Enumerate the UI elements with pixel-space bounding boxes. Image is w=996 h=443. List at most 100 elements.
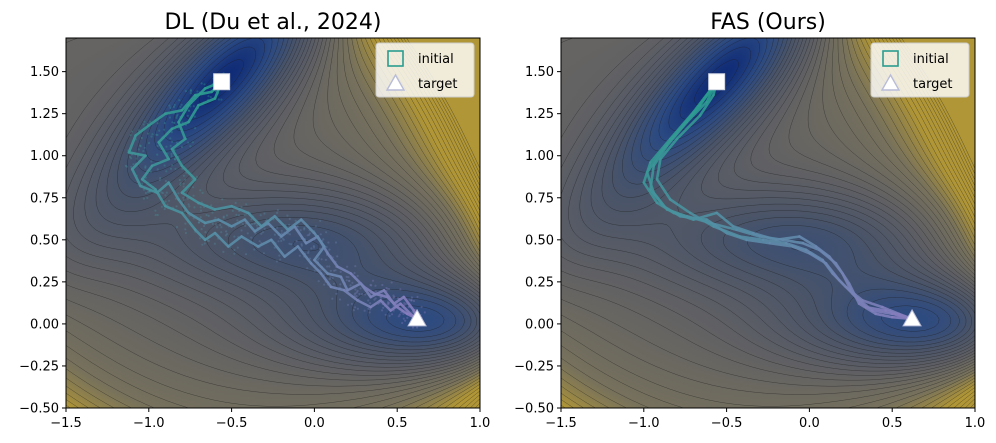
trajectory-segment bbox=[130, 154, 147, 171]
plot-area bbox=[561, 38, 975, 408]
trajectory-segment bbox=[127, 151, 147, 157]
sample-point bbox=[197, 221, 201, 224]
trajectory-segment bbox=[180, 211, 197, 231]
sample-point bbox=[275, 260, 278, 263]
trajectory-segment bbox=[745, 238, 772, 245]
trajectory-segment bbox=[304, 235, 320, 245]
sample-point bbox=[354, 288, 357, 291]
trajectory-segment bbox=[140, 164, 154, 181]
sample-point bbox=[143, 146, 146, 149]
trajectory-segment bbox=[256, 238, 273, 248]
sample-point bbox=[329, 269, 332, 272]
trajectory-segment bbox=[668, 110, 695, 141]
sample-point bbox=[296, 225, 299, 228]
y-tick-label: 0.25 bbox=[525, 275, 554, 290]
trajectory-segment bbox=[309, 262, 323, 275]
sample-point bbox=[199, 103, 203, 106]
sample-point bbox=[381, 309, 384, 312]
sample-point bbox=[261, 231, 264, 234]
trajectory-segment bbox=[342, 288, 359, 302]
trajectory-segment bbox=[389, 302, 402, 312]
sample-point bbox=[240, 229, 243, 232]
sample-point bbox=[216, 226, 219, 229]
sample-point bbox=[388, 287, 391, 291]
sample-point bbox=[184, 90, 187, 93]
sample-point bbox=[351, 296, 354, 299]
sample-point bbox=[180, 103, 183, 106]
sample-point bbox=[384, 313, 387, 316]
sample-point bbox=[416, 295, 419, 299]
sample-point bbox=[151, 133, 154, 136]
sample-point bbox=[132, 163, 135, 166]
sample-point bbox=[368, 311, 371, 314]
sample-point bbox=[210, 204, 213, 207]
sample-point bbox=[383, 304, 387, 307]
legend-initial-swatch bbox=[882, 50, 899, 67]
sample-point bbox=[222, 250, 225, 253]
sample-point bbox=[245, 203, 248, 206]
y-tick-label: 0.00 bbox=[30, 317, 59, 332]
sample-point bbox=[263, 227, 266, 230]
trajectory-segment bbox=[379, 299, 392, 312]
sample-point bbox=[164, 179, 167, 183]
trajectory-segment bbox=[127, 134, 137, 154]
sample-point bbox=[303, 238, 306, 241]
trajectory-segment bbox=[359, 282, 373, 299]
trajectory-segment bbox=[665, 120, 689, 147]
sample-point bbox=[147, 141, 151, 145]
sample-point bbox=[241, 223, 244, 226]
sample-point bbox=[148, 190, 152, 193]
sample-point bbox=[203, 83, 206, 86]
sample-point bbox=[220, 226, 223, 229]
sample-point bbox=[137, 129, 140, 132]
legend-target-label: target bbox=[418, 77, 458, 92]
sample-point bbox=[325, 245, 328, 249]
sample-point bbox=[314, 225, 317, 228]
initial-marker bbox=[708, 73, 726, 91]
trajectory-segment bbox=[230, 218, 247, 228]
sample-point bbox=[204, 231, 207, 234]
sample-point bbox=[356, 274, 359, 278]
legend-target-swatch bbox=[880, 73, 901, 91]
energy-heatmap bbox=[561, 38, 975, 408]
sample-point bbox=[186, 114, 189, 117]
sample-point bbox=[322, 238, 325, 241]
sample-point bbox=[182, 174, 186, 177]
sample-point bbox=[273, 233, 276, 236]
legend-target-label: target bbox=[913, 77, 953, 92]
sample-point bbox=[189, 89, 193, 92]
sample-point bbox=[141, 183, 144, 186]
sample-point bbox=[338, 298, 342, 301]
y-tick-label: 1.00 bbox=[525, 149, 554, 164]
sample-point bbox=[334, 265, 338, 268]
sample-point bbox=[328, 248, 331, 251]
trajectory-1 bbox=[124, 77, 426, 321]
sample-point bbox=[201, 191, 204, 194]
sample-point bbox=[328, 278, 331, 281]
sample-point bbox=[347, 279, 351, 283]
sample-point bbox=[343, 288, 346, 291]
sample-point bbox=[222, 215, 225, 218]
trajectory-segment bbox=[203, 231, 217, 242]
sample-point bbox=[206, 239, 209, 242]
y-tick-label: 1.50 bbox=[30, 65, 59, 80]
trajectory-segment bbox=[688, 211, 715, 228]
sample-point bbox=[276, 226, 279, 229]
sample-point bbox=[149, 170, 152, 173]
trajectory-segment bbox=[369, 288, 386, 299]
sample-point bbox=[351, 281, 354, 284]
sample-point bbox=[226, 233, 229, 236]
sample-point bbox=[280, 239, 283, 242]
trajectory-segment bbox=[362, 285, 376, 295]
sample-point bbox=[180, 145, 184, 148]
sample-point bbox=[328, 265, 331, 268]
sample-point bbox=[142, 123, 145, 126]
sample-point bbox=[288, 217, 291, 220]
trajectory-segment bbox=[296, 245, 313, 265]
sample-point bbox=[381, 303, 384, 306]
sample-point bbox=[262, 252, 265, 255]
sample-point bbox=[236, 246, 239, 249]
sample-point bbox=[166, 203, 169, 206]
sample-point bbox=[410, 296, 413, 299]
sample-point bbox=[374, 284, 377, 287]
